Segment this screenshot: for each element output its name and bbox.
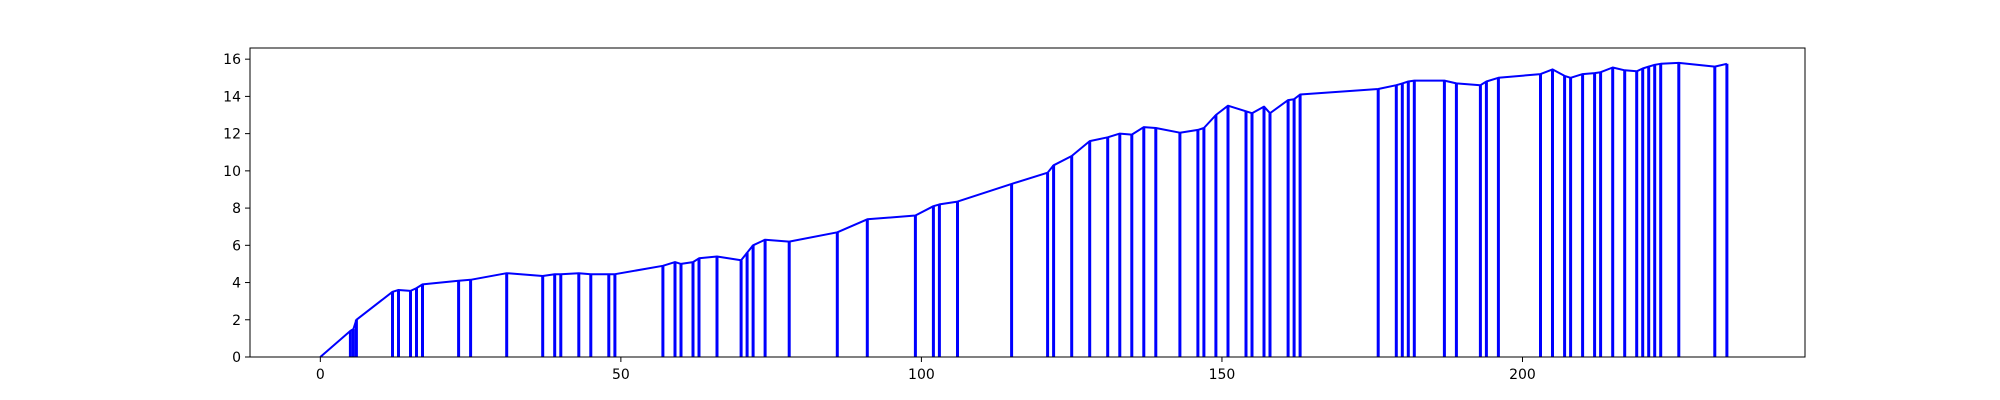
y-tick-label: 12 <box>223 127 241 143</box>
x-tick-label: 0 <box>316 367 325 383</box>
y-tick-label: 4 <box>232 276 241 292</box>
y-tick-label: 0 <box>232 350 241 366</box>
y-tick-label: 10 <box>223 164 241 180</box>
y-tick-label: 14 <box>223 89 241 105</box>
y-tick-label: 2 <box>232 313 241 329</box>
x-tick-label: 50 <box>612 367 630 383</box>
axes-frame <box>249 47 1806 358</box>
y-tick-label: 16 <box>223 52 241 68</box>
x-tick-label: 200 <box>1509 367 1536 383</box>
axes: 0 50 100 150 200 0 2 4 6 8 10 12 14 16 <box>223 47 1806 383</box>
y-tick-label: 8 <box>232 201 241 217</box>
series-line <box>319 61 1728 358</box>
y-tick-label: 6 <box>232 238 241 254</box>
x-tick-label: 150 <box>1209 367 1236 383</box>
x-tick-label: 100 <box>908 367 935 383</box>
plot-area <box>319 61 1729 358</box>
